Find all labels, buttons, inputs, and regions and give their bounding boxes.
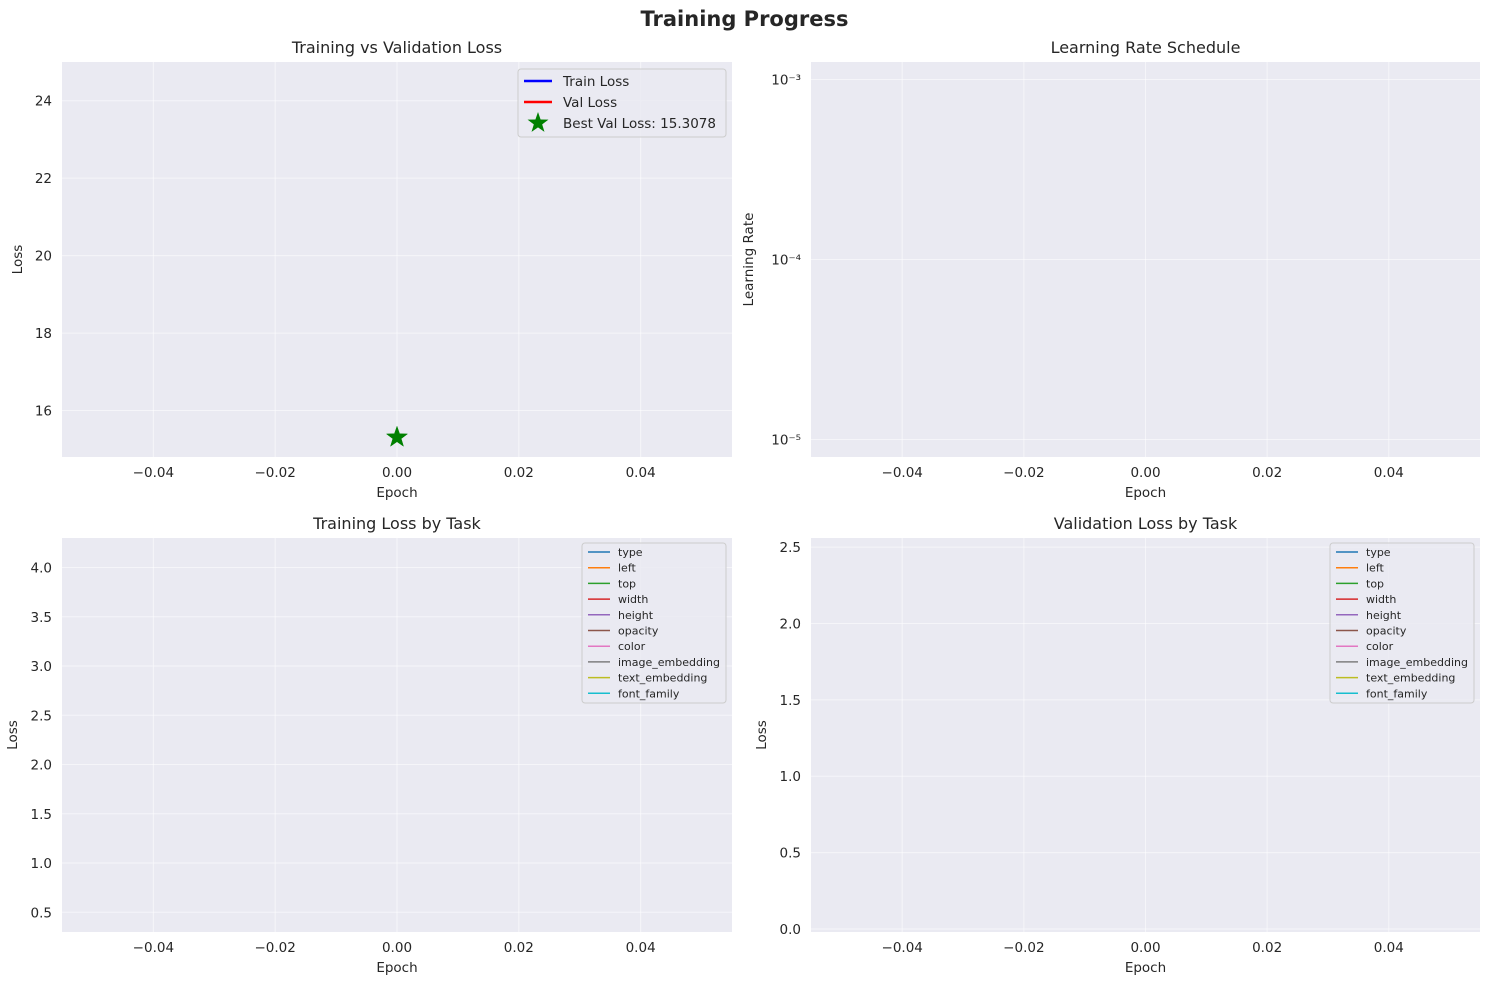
legend-label: color (1366, 640, 1394, 653)
legend: type left top width height opacity color image_… (1329, 542, 1475, 704)
legend-box (1329, 542, 1475, 704)
x-tick-label: 0.04 (626, 940, 656, 956)
chart-panel-3: −0.04 −0.02 0.00 0.02 0.04 0.5 1.0 1.5 2.0 2.5 3.0… (5, 514, 732, 976)
chart-title: Training Loss by Task (312, 514, 481, 533)
best-val-star-marker (385, 425, 409, 447)
chart-panel-2: −0.04 −0.02 0.00 0.02 0.04 10⁻⁵ 10⁻⁴ 10⁻³ Learni… (741, 38, 1480, 501)
x-tick-label: 0.04 (626, 465, 656, 481)
x-tick-label: −0.02 (254, 940, 295, 956)
y-tick-label: 10⁻⁵ (771, 433, 801, 449)
x-tick-label: −0.04 (133, 940, 174, 956)
y-tick-label: 1.0 (780, 769, 801, 785)
legend-label: height (1366, 609, 1402, 622)
y-tick-label: 1.5 (31, 807, 52, 823)
legend: Train Loss Val Loss Best Val Loss: 15.3078 (517, 68, 727, 138)
legend-label: Val Loss (563, 95, 617, 111)
x-tick-label: 0.00 (382, 940, 412, 956)
x-tick-label: 0.02 (1252, 940, 1282, 956)
chart-title: Training vs Validation Loss (291, 38, 502, 57)
x-tick-label: 0.02 (504, 465, 534, 481)
x-tick-label: 0.04 (1374, 465, 1404, 481)
legend-label: color (618, 640, 646, 653)
x-tick-label: −0.04 (882, 940, 923, 956)
legend-label: Best Val Loss: 15.3078 (563, 116, 716, 132)
legend-label: font_family (1366, 687, 1428, 700)
y-axis-label: Loss (754, 720, 770, 750)
y-tick-label: 4.0 (31, 561, 52, 577)
legend-label: opacity (1366, 625, 1407, 638)
x-tick-label: 0.00 (1130, 940, 1160, 956)
legend-label: width (618, 593, 648, 606)
x-tick-label: −0.04 (882, 465, 923, 481)
y-tick-label: 22 (35, 171, 52, 187)
y-tick-label: 10⁻⁴ (771, 253, 801, 269)
y-axis-label: Loss (5, 720, 21, 750)
y-tick-label: 1.0 (31, 856, 52, 872)
legend-box (581, 542, 727, 704)
chart-title: Learning Rate Schedule (1051, 38, 1241, 57)
chart-panel-4: −0.04 −0.02 0.00 0.02 0.04 0.0 0.5 1.0 1.5 2.0 2.5… (754, 514, 1480, 976)
legend-label: opacity (618, 625, 659, 638)
legend-label: height (618, 609, 654, 622)
x-tick-label: −0.02 (1003, 940, 1044, 956)
legend-box (517, 68, 727, 138)
legend: type left top width height opacity color image_… (581, 542, 727, 704)
y-axis-label: Learning Rate (741, 213, 757, 307)
y-tick-label: 1.5 (780, 693, 801, 709)
chart-panel-1: −0.04 −0.02 0.00 0.02 0.04 16 18 20 22 24 Training… (10, 38, 732, 501)
y-tick-label: 0.5 (780, 846, 801, 862)
legend-label: text_embedding (618, 672, 707, 685)
x-tick-label: 0.00 (382, 465, 412, 481)
legend-label: width (1366, 593, 1396, 606)
y-tick-label: 2.5 (780, 540, 801, 556)
legend-label: font_family (618, 687, 680, 700)
legend-label: Train Loss (562, 74, 629, 90)
x-tick-label: 0.02 (1252, 465, 1282, 481)
x-tick-label: 0.04 (1374, 940, 1404, 956)
figure-title: Training Progress (641, 7, 849, 31)
y-axis-label: Loss (10, 245, 26, 275)
y-tick-label: 3.0 (31, 659, 52, 675)
x-axis-label: Epoch (376, 960, 417, 976)
y-tick-label: 18 (35, 326, 52, 342)
chart-title: Validation Loss by Task (1054, 514, 1238, 533)
legend-label: type (1366, 546, 1391, 559)
y-tick-label: 24 (35, 94, 52, 110)
y-tick-label: 2.5 (31, 708, 52, 724)
legend-label: text_embedding (1366, 672, 1455, 685)
x-tick-label: −0.02 (1003, 465, 1044, 481)
x-tick-label: 0.00 (1130, 465, 1160, 481)
x-axis-label: Epoch (376, 485, 417, 501)
y-tick-label: 20 (35, 249, 52, 265)
legend-star-icon (527, 112, 549, 132)
y-tick-label: 10⁻³ (771, 72, 801, 88)
legend-label: left (1366, 562, 1385, 575)
y-tick-label: 0.0 (780, 922, 801, 938)
legend-label: top (1366, 577, 1384, 590)
legend-label: image_embedding (618, 656, 720, 669)
y-tick-label: 2.0 (780, 617, 801, 633)
legend-label: type (618, 546, 643, 559)
x-tick-label: −0.02 (254, 465, 295, 481)
x-axis-label: Epoch (1125, 960, 1166, 976)
y-tick-label: 2.0 (31, 758, 52, 774)
legend-label: image_embedding (1366, 656, 1468, 669)
x-tick-label: 0.02 (504, 940, 534, 956)
legend-label: top (618, 577, 636, 590)
y-tick-label: 16 (35, 404, 52, 420)
x-axis-label: Epoch (1125, 485, 1166, 501)
legend-label: left (618, 562, 637, 575)
x-tick-label: −0.04 (133, 465, 174, 481)
y-tick-label: 3.5 (31, 610, 52, 626)
y-tick-label: 0.5 (31, 905, 52, 921)
